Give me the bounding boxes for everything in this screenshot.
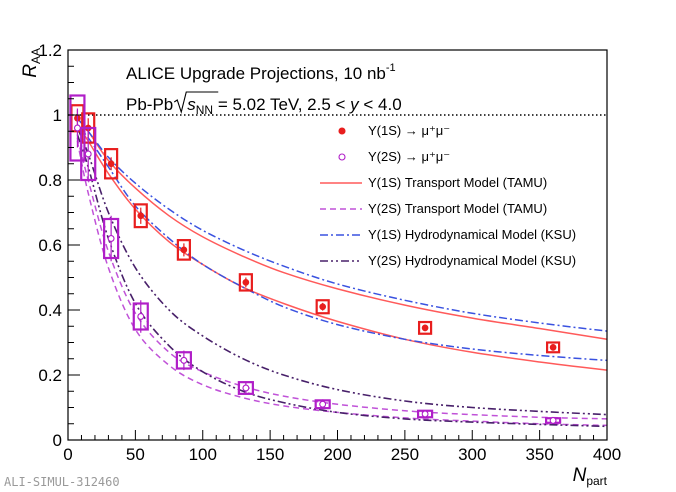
x-tick-label: 250: [391, 445, 419, 464]
annotation-energy: sNN = 5.02 TeV, 2.5 < y < 4.0: [187, 95, 401, 117]
marker: [421, 324, 429, 332]
syst-error-box: [417, 320, 433, 335]
legend-label: Υ(2S) Transport Model (TAMU): [368, 201, 547, 216]
data-point-2s: [175, 350, 192, 371]
data-point-1s: [238, 273, 253, 292]
syst-error-box: [104, 148, 119, 180]
data-point-1s: [315, 299, 330, 315]
marker: [84, 150, 92, 158]
legend-marker: [338, 153, 346, 161]
syst-error-box: [133, 203, 148, 229]
marker: [242, 384, 250, 392]
x-tick-label: 0: [63, 445, 72, 464]
marker: [180, 246, 188, 254]
model-curve-4-upper: [76, 117, 608, 332]
x-tick-label: 350: [525, 445, 553, 464]
data-point-1s: [104, 148, 119, 180]
marker: [421, 410, 429, 418]
syst-error-box: [176, 239, 191, 261]
model-curve-5-upper: [76, 127, 608, 416]
y-tick-label: 0.4: [38, 301, 62, 320]
annotation-collision: Pb-Pb sNN = 5.02 TeV, 2.5 < y < 4.0: [126, 91, 402, 117]
model-curve-3-lower: [76, 140, 608, 427]
marker: [549, 417, 557, 424]
watermark: ALI-SIMUL-312460: [4, 475, 120, 489]
y-axis-title: RAA: [20, 48, 43, 78]
marker: [319, 400, 327, 408]
data-point-1s: [417, 320, 433, 335]
y-tick-label: 0.8: [38, 171, 62, 190]
y-tick-label: 0: [53, 431, 62, 450]
y-tick-label: 0.2: [38, 366, 62, 385]
data-point-2s: [132, 300, 149, 333]
marker: [137, 313, 145, 320]
marker: [73, 124, 81, 132]
sqrt-symbol: [173, 91, 219, 114]
y-tick-label: 1: [53, 106, 62, 125]
syst-error-box: [315, 299, 330, 315]
marker: [137, 212, 145, 220]
x-tick-label: 150: [256, 445, 284, 464]
data-point-2s: [237, 381, 254, 395]
legend-label: Υ(1S) → μ⁺μ⁻: [368, 123, 450, 138]
x-axis-title: Npart: [573, 465, 608, 488]
annotation-system: Pb-Pb: [126, 95, 173, 114]
x-tick-label: 50: [126, 445, 145, 464]
legend-entry: Υ(1S) → μ⁺μ⁻: [338, 123, 450, 138]
legend-label: Υ(2S) → μ⁺μ⁻: [368, 149, 450, 164]
data-points: [69, 94, 562, 424]
legend-entry: Υ(2S) Hydrodynamical Model (KSU): [320, 253, 576, 268]
marker: [319, 303, 327, 311]
model-curve-2-upper: [76, 117, 608, 341]
marker: [107, 235, 115, 242]
annotation-projection: ALICE Upgrade Projections, 10 nb-1: [126, 62, 396, 83]
legend-label: Υ(1S) Transport Model (TAMU): [368, 175, 547, 190]
syst-error-box: [545, 341, 561, 354]
legend-entry: Υ(1S) Transport Model (TAMU): [320, 175, 547, 190]
data-point-2s: [103, 215, 120, 262]
data-point-2s: [80, 126, 97, 182]
data-point-2s: [544, 417, 562, 424]
syst-error-box: [238, 273, 253, 292]
y-tick-label: 0.6: [38, 236, 62, 255]
x-tick-label: 300: [458, 445, 486, 464]
marker: [180, 356, 188, 364]
legend-label: Υ(2S) Hydrodynamical Model (KSU): [368, 253, 576, 268]
y-tick-label: 1.2: [38, 41, 62, 60]
legend-entry: Υ(2S) → μ⁺μ⁻: [338, 149, 450, 164]
data-point-1s: [133, 203, 148, 229]
legend: Υ(1S) → μ⁺μ⁻ Υ(2S) → μ⁺μ⁻ Υ(1S) Transport …: [320, 123, 576, 268]
marker: [549, 344, 557, 351]
x-tick-label: 200: [323, 445, 351, 464]
marker: [242, 279, 250, 286]
x-tick-label: 100: [189, 445, 217, 464]
model-curve-3-upper: [76, 137, 608, 420]
legend-entry: Υ(1S) Hydrodynamical Model (KSU): [320, 227, 576, 242]
data-point-2s: [416, 409, 434, 419]
x-tick-label: 400: [593, 445, 621, 464]
model-curves: [76, 117, 608, 428]
legend-entry: Υ(2S) Transport Model (TAMU): [320, 201, 547, 216]
legend-label: Υ(1S) Hydrodynamical Model (KSU): [368, 227, 576, 242]
marker: [107, 160, 115, 168]
legend-marker: [338, 127, 346, 135]
data-point-1s: [545, 341, 561, 354]
axis-ticks: 0 50 100 150 200 250 300 350 400 0 0.2 0.4 0.6 0.8 1 1.…: [38, 41, 621, 464]
data-point-1s: [176, 239, 191, 261]
data-point-2s: [314, 399, 331, 410]
